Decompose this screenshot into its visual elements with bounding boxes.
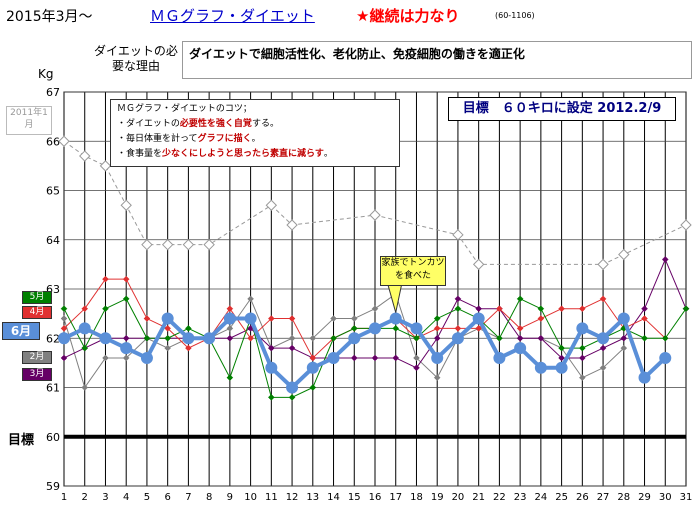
x-tick-label: 4 [123,492,129,503]
x-tick-label: 17 [389,492,402,503]
legend-mar: 3月 [22,368,52,381]
x-tick-label: 18 [410,492,423,503]
y-tick-label: 66 [46,135,60,148]
x-tick-label: 6 [164,492,170,503]
data-point-jun [121,343,132,354]
x-tick-label: 10 [244,492,257,503]
year-badge: 2011年1月 [6,106,52,135]
data-point-jun [307,362,318,373]
data-point-jun [556,362,567,373]
x-tick-label: 14 [327,492,340,503]
legend-may: 5月 [22,291,52,304]
data-point-jun [141,352,152,363]
x-tick-label: 21 [472,492,485,503]
y-tick-label: 59 [46,480,60,493]
x-tick-label: 20 [452,492,465,503]
x-tick-label: 22 [493,492,506,503]
x-tick-label: 24 [534,492,547,503]
data-point-jun [162,313,173,324]
data-point-jun [245,313,256,324]
x-tick-label: 3 [102,492,108,503]
data-point-jun [411,323,422,334]
y-tick-label: 62 [46,332,60,345]
x-tick-label: 9 [227,492,233,503]
data-point-jun [515,343,526,354]
data-point-jun [598,333,609,344]
data-point-jun [452,333,463,344]
data-point-jun [432,352,443,363]
x-tick-label: 7 [185,492,191,503]
x-tick-label: 2 [82,492,88,503]
data-point-jun [287,382,298,393]
data-point-jun [183,333,194,344]
x-tick-label: 25 [555,492,568,503]
tip-1: ・ダイエットの必要性を強く自覚する。 [117,117,393,132]
tip-2: ・毎日体重を計ってグラフに描く。 [117,132,393,147]
x-tick-label: 28 [617,492,630,503]
data-point-jun [328,352,339,363]
y-tick-label: 61 [46,382,60,395]
goal-axis-label: 目標 [8,429,34,448]
tip-3: ・食事量を少なくにしようと思ったら素直に減らす。 [117,147,393,162]
data-point-jun [390,313,401,324]
x-tick-label: 30 [659,492,672,503]
legend-apr: 4月 [22,306,52,319]
data-point-jun [59,333,70,344]
x-tick-label: 27 [597,492,610,503]
goal-box: 目標 ６０キロに設定 2012.2/9 [448,97,676,121]
data-point-jun [204,333,215,344]
data-point-jun [79,323,90,334]
legend-feb: 2月 [22,351,52,364]
x-tick-label: 26 [576,492,589,503]
data-point-jun [618,313,629,324]
x-tick-label: 31 [680,492,693,503]
data-point-jun [494,352,505,363]
data-point-jun [100,333,111,344]
data-point-jun [535,362,546,373]
data-point-jun [349,333,360,344]
data-point-jun [639,372,650,383]
x-tick-label: 5 [144,492,150,503]
data-point-jun [370,323,381,334]
annotation-callout: 家族でトンカツを食べた [380,256,446,286]
data-point-jun [660,352,671,363]
x-tick-label: 19 [431,492,444,503]
y-tick-label: 65 [46,185,60,198]
x-tick-label: 8 [206,492,212,503]
y-tick-label: 67 [46,86,60,99]
x-tick-label: 1 [61,492,67,503]
x-tick-label: 15 [348,492,361,503]
x-tick-label: 11 [265,492,278,503]
data-point-jun [224,313,235,324]
data-point-jun [577,323,588,334]
tips-title: ＭＧグラフ・ダイエットのコツ； [117,102,393,117]
data-point-jun [473,313,484,324]
y-tick-label: 64 [46,234,60,247]
x-tick-label: 16 [369,492,382,503]
y-tick-label: 60 [46,431,60,444]
x-tick-label: 29 [638,492,651,503]
x-tick-label: 12 [286,492,299,503]
legend-jun: 6月 [2,322,40,340]
x-tick-label: 23 [514,492,527,503]
data-point-jun [266,362,277,373]
tips-box: ＭＧグラフ・ダイエットのコツ； ・ダイエットの必要性を強く自覚する。 ・毎日体重… [110,99,400,167]
x-tick-label: 13 [306,492,319,503]
